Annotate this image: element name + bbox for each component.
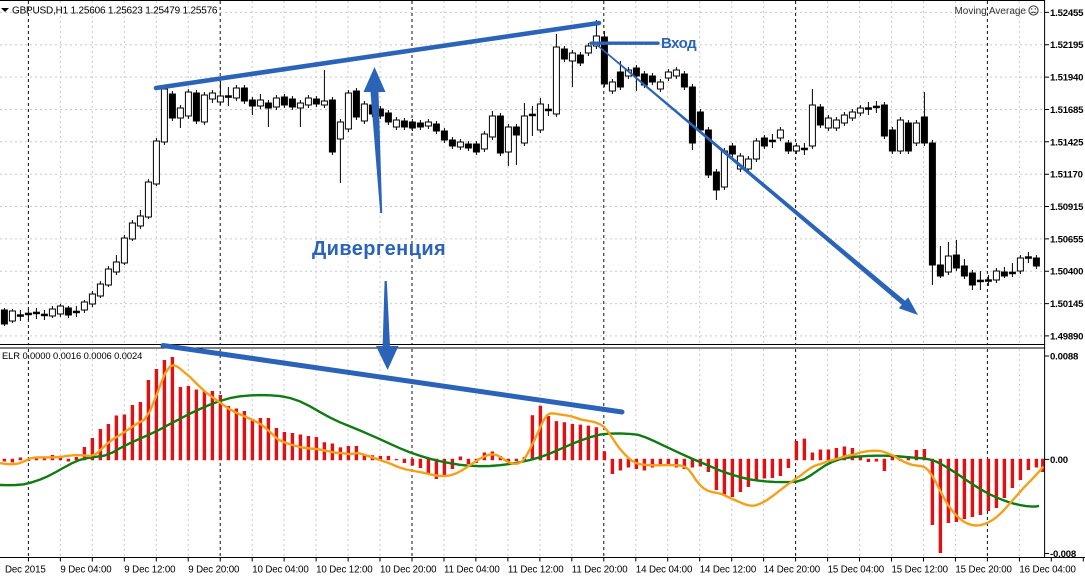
svg-text:Дивергенция: Дивергенция [312, 238, 446, 260]
svg-text:9 Dec 04:00: 9 Dec 04:00 [60, 565, 112, 576]
svg-text:1.52195: 1.52195 [1050, 40, 1084, 51]
svg-text:1.50915: 1.50915 [1050, 202, 1084, 213]
svg-text:Moving Average: Moving Average [954, 6, 1026, 17]
svg-text:15 Dec 20:00: 15 Dec 20:00 [955, 565, 1012, 576]
svg-text:1.50655: 1.50655 [1050, 234, 1084, 245]
svg-text:11 Dec 20:00: 11 Dec 20:00 [572, 565, 628, 576]
svg-text:11 Dec 12:00: 11 Dec 12:00 [508, 565, 564, 576]
svg-text:0.0088: 0.0088 [1050, 352, 1079, 363]
svg-text:14 Dec 20:00: 14 Dec 20:00 [764, 565, 821, 576]
svg-text:1.50145: 1.50145 [1050, 299, 1084, 310]
svg-text:0.00: 0.00 [1050, 455, 1068, 466]
svg-text:1.49890: 1.49890 [1050, 331, 1083, 342]
svg-text:1.51425: 1.51425 [1050, 137, 1084, 148]
svg-text:ELR 0.0000 0.0016 0.0006 0.002: ELR 0.0000 0.0016 0.0006 0.0024 [2, 350, 142, 361]
svg-text:14 Dec 12:00: 14 Dec 12:00 [700, 565, 757, 576]
svg-text:9 Dec 12:00: 9 Dec 12:00 [124, 565, 176, 576]
svg-text:14 Dec 04:00: 14 Dec 04:00 [636, 565, 693, 576]
svg-text:16 Dec 04:00: 16 Dec 04:00 [1019, 565, 1076, 576]
svg-text:GBPUSD,H1 1.25606 1.25623 1.2: GBPUSD,H1 1.25606 1.25623 1.25479 1.2557… [12, 6, 218, 17]
svg-text:15 Dec 04:00: 15 Dec 04:00 [828, 565, 885, 576]
svg-text:Вход: Вход [661, 35, 697, 52]
svg-text:1.52455: 1.52455 [1050, 8, 1084, 19]
svg-text:10 Dec 12:00: 10 Dec 12:00 [316, 565, 373, 576]
svg-text:11 Dec 04:00: 11 Dec 04:00 [444, 565, 500, 576]
svg-text:-0.008: -0.008 [1050, 549, 1077, 560]
svg-text:1.50400: 1.50400 [1050, 267, 1083, 278]
svg-text:1.51685: 1.51685 [1050, 105, 1084, 116]
svg-text:15 Dec 12:00: 15 Dec 12:00 [892, 565, 949, 576]
svg-text:9 Dec 20:00: 9 Dec 20:00 [188, 565, 240, 576]
svg-text:1.51940: 1.51940 [1050, 73, 1083, 84]
svg-text:Dec 2015: Dec 2015 [5, 565, 46, 576]
svg-text:10 Dec 04:00: 10 Dec 04:00 [252, 565, 309, 576]
svg-text:10 Dec 20:00: 10 Dec 20:00 [380, 565, 437, 576]
svg-text:1.51170: 1.51170 [1050, 170, 1083, 181]
